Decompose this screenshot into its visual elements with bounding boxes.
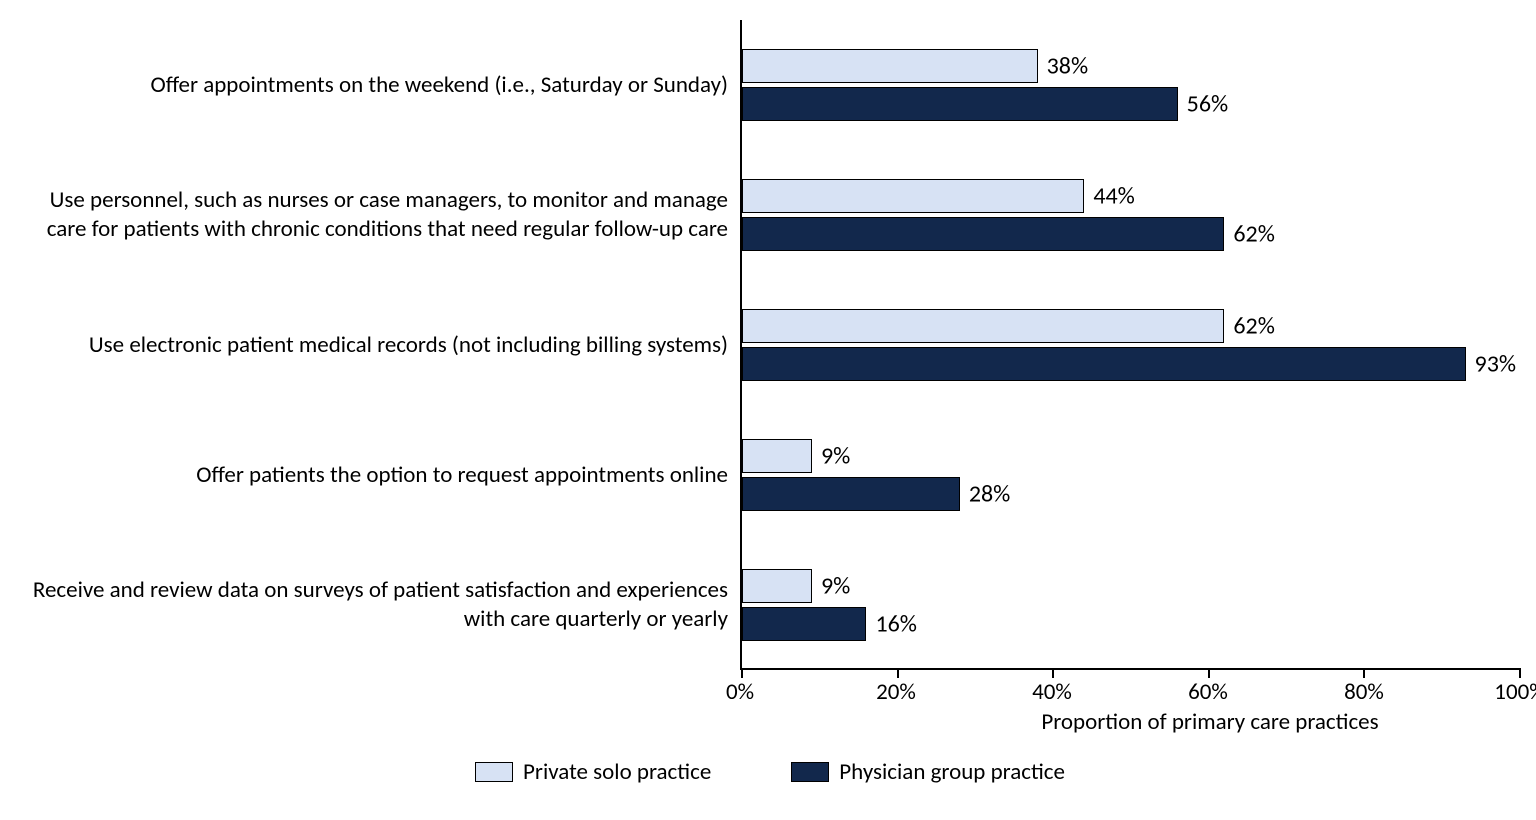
legend-swatch-solo xyxy=(475,762,513,782)
category-label: Offer appointments on the weekend (i.e.,… xyxy=(150,71,728,100)
bar-group: 38% 56% xyxy=(742,20,1520,150)
bar-group: 9% 28% xyxy=(742,410,1520,540)
category-label-row: Use electronic patient medical records (… xyxy=(20,280,740,410)
category-labels-column: Offer appointments on the weekend (i.e.,… xyxy=(20,20,740,736)
category-label-row: Use personnel, such as nurses or case ma… xyxy=(20,150,740,280)
x-tick-label: 100% xyxy=(1494,678,1536,706)
bar-solo: 9% xyxy=(742,439,812,473)
bar-group: 9% 16% xyxy=(742,540,1520,670)
x-tick-label: 40% xyxy=(1032,678,1072,706)
plot-area: 38% 56% 44% 62% 62% 93% 9% 28% 9% 16% xyxy=(740,20,1520,670)
bar-solo: 44% xyxy=(742,179,1084,213)
bar-value-group: 62% xyxy=(1233,220,1274,249)
chart-container: Offer appointments on the weekend (i.e.,… xyxy=(20,20,1520,786)
legend-item-solo: Private solo practice xyxy=(475,758,711,786)
bar-value-solo: 38% xyxy=(1047,52,1088,81)
bar-value-group: 93% xyxy=(1475,350,1516,379)
bar-solo: 9% xyxy=(742,569,812,603)
bar-group: 62% 93% xyxy=(742,280,1520,410)
bar-value-solo: 62% xyxy=(1233,312,1274,341)
category-label: Use electronic patient medical records (… xyxy=(89,331,728,360)
bar-value-group: 56% xyxy=(1187,90,1228,119)
bar-group-practice: 16% xyxy=(742,607,866,641)
legend: Private solo practice Physician group pr… xyxy=(20,758,1520,786)
bar-value-solo: 9% xyxy=(821,442,850,471)
x-tick-label: 20% xyxy=(876,678,916,706)
legend-label-group: Physician group practice xyxy=(839,758,1065,786)
x-tick-label: 0% xyxy=(726,678,754,706)
legend-swatch-group xyxy=(791,762,829,782)
legend-item-group: Physician group practice xyxy=(791,758,1065,786)
bar-group: 44% 62% xyxy=(742,150,1520,280)
x-tick-label: 80% xyxy=(1344,678,1384,706)
chart-body: Offer appointments on the weekend (i.e.,… xyxy=(20,20,1520,736)
x-axis-title: Proportion of primary care practices xyxy=(740,708,1520,736)
bar-value-solo: 44% xyxy=(1093,182,1134,211)
bar-group-practice: 93% xyxy=(742,347,1466,381)
category-label: Offer patients the option to request app… xyxy=(196,461,728,490)
bar-solo: 62% xyxy=(742,309,1224,343)
bar-value-group: 28% xyxy=(969,480,1010,509)
x-tick-label: 60% xyxy=(1188,678,1228,706)
bar-group-practice: 28% xyxy=(742,477,960,511)
bar-solo: 38% xyxy=(742,49,1038,83)
category-label-row: Offer appointments on the weekend (i.e.,… xyxy=(20,20,740,150)
bar-value-group: 16% xyxy=(875,610,916,639)
category-label-row: Offer patients the option to request app… xyxy=(20,410,740,540)
bar-group-practice: 62% xyxy=(742,217,1224,251)
bar-value-solo: 9% xyxy=(821,572,850,601)
category-label: Use personnel, such as nurses or case ma… xyxy=(20,186,728,244)
category-label-row: Receive and review data on surveys of pa… xyxy=(20,540,740,670)
category-label: Receive and review data on surveys of pa… xyxy=(20,576,728,634)
legend-label-solo: Private solo practice xyxy=(523,758,711,786)
plot-column: 38%56%44%62%62%93%9%28%9%16% 0%20%40%60%… xyxy=(740,20,1520,736)
bar-group-practice: 56% xyxy=(742,87,1178,121)
